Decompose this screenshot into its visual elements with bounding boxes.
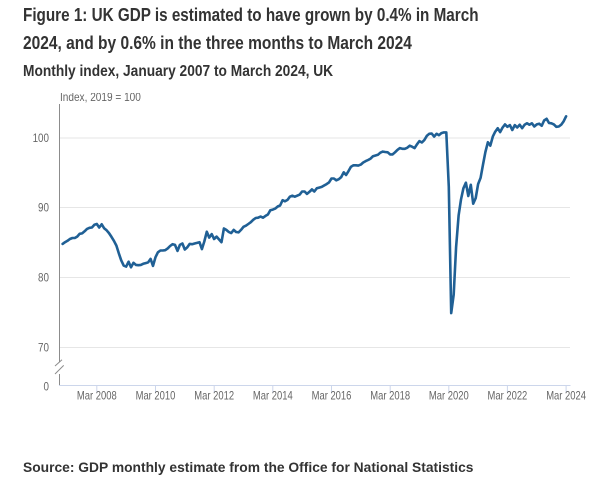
svg-text:Mar 2016: Mar 2016 [312, 389, 352, 402]
svg-text:Mar 2008: Mar 2008 [77, 389, 117, 402]
svg-text:Mar 2012: Mar 2012 [194, 389, 234, 402]
svg-text:Mar 2022: Mar 2022 [488, 389, 528, 402]
svg-text:Mar 2014: Mar 2014 [253, 389, 293, 402]
svg-text:100: 100 [33, 132, 49, 145]
svg-text:Index, 2019 = 100: Index, 2019 = 100 [60, 93, 141, 104]
svg-text:Mar 2018: Mar 2018 [370, 389, 410, 402]
svg-text:80: 80 [38, 272, 49, 285]
svg-text:70: 70 [38, 342, 49, 355]
svg-text:Mar 2024: Mar 2024 [546, 389, 586, 402]
svg-text:0: 0 [44, 381, 49, 394]
svg-text:Mar 2010: Mar 2010 [136, 389, 176, 402]
svg-text:Mar 2020: Mar 2020 [429, 389, 469, 402]
svg-text:90: 90 [38, 202, 49, 215]
